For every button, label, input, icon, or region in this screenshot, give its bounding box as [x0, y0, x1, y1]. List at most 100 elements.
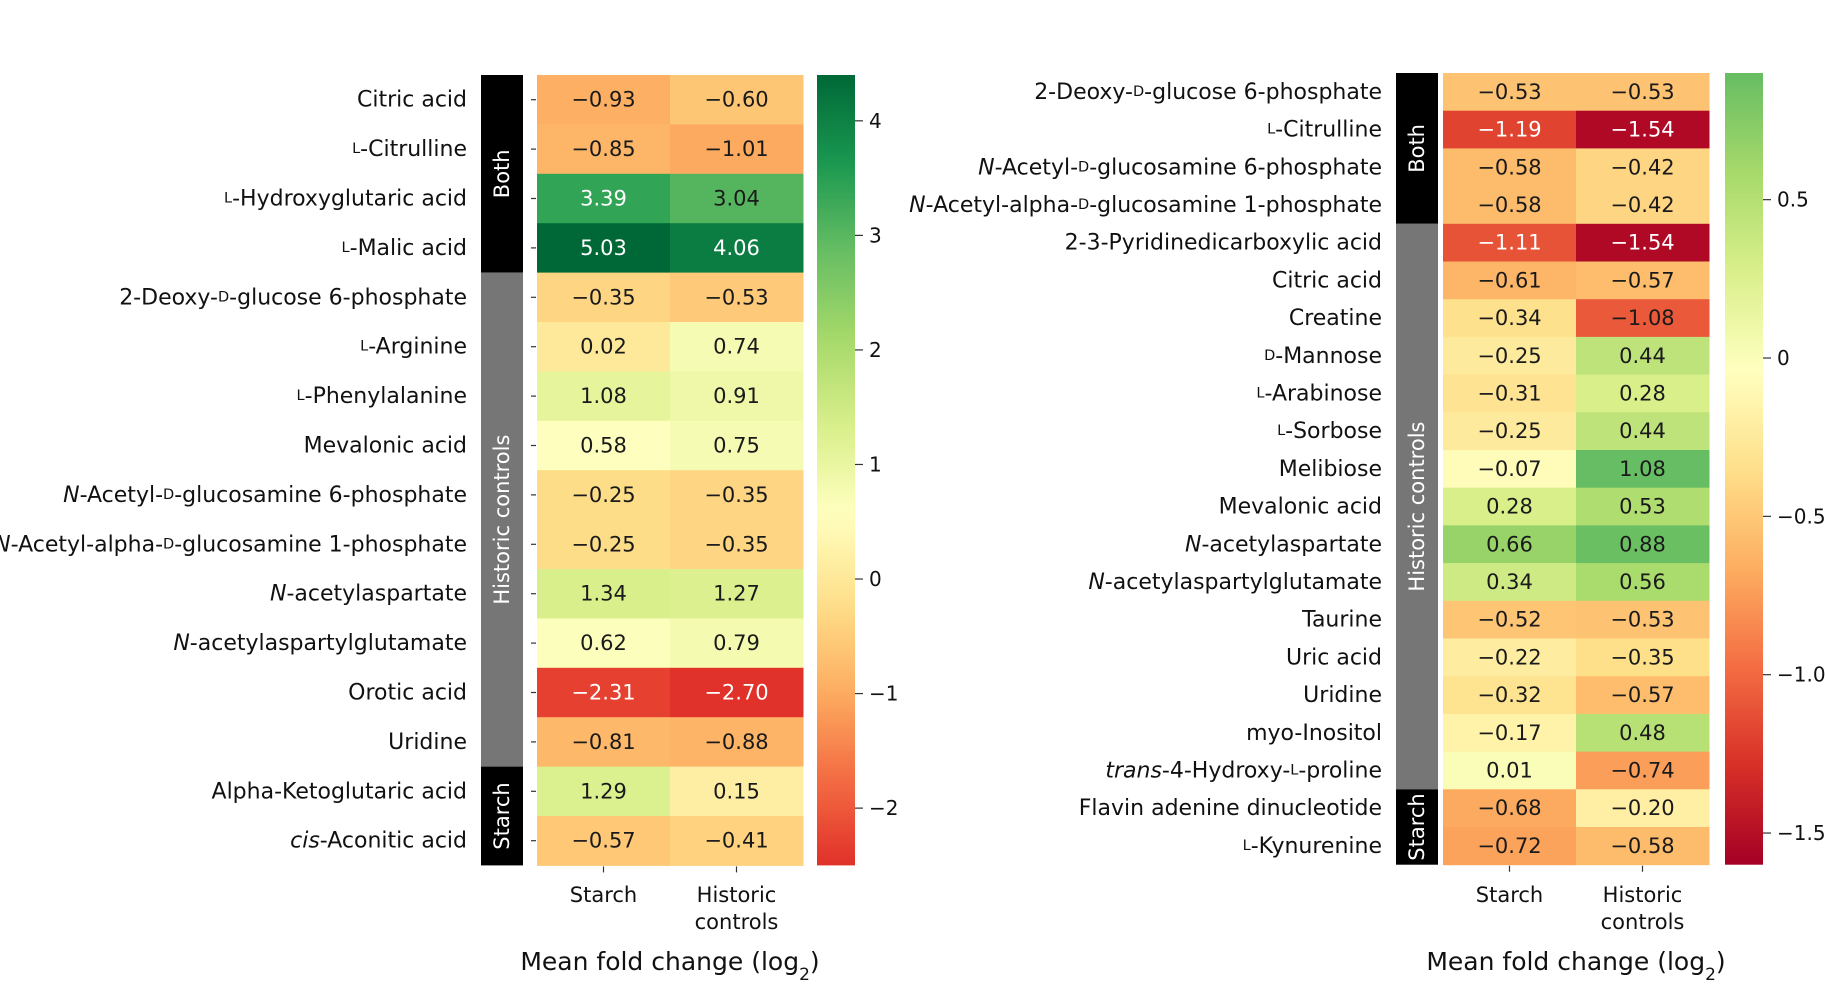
cell-value: 5.03: [580, 236, 627, 260]
heatmap-panel-right: Both Historic controls Starch 2-Deoxy-D-glu…: [909, 73, 1825, 985]
cell-value: 0.74: [713, 335, 760, 359]
row-label: Uric acid: [1286, 645, 1382, 670]
colorbar-tick-label: 2: [869, 338, 882, 362]
cell-value: −0.22: [1477, 645, 1541, 669]
heatmap-cell: [1443, 676, 1577, 715]
col-label: Historic controls: [695, 883, 779, 934]
group-label: Historic controls: [490, 435, 514, 605]
row-label: L-Sorbose: [1277, 419, 1382, 444]
cell-value: 0.79: [713, 631, 760, 655]
row-label: Flavin adenine dinucleotide: [1079, 796, 1382, 821]
cell-value: 0.02: [580, 335, 627, 359]
cell-value: −0.72: [1477, 834, 1541, 858]
heatmap-cell: [537, 569, 671, 619]
heatmap-cell: [1443, 148, 1577, 187]
cell-value: −0.52: [1477, 608, 1541, 632]
heatmap-cell: [537, 519, 671, 570]
cell-value: 0.28: [1619, 381, 1666, 405]
row-label: Uridine: [388, 729, 467, 754]
group-band-starch: [1396, 789, 1438, 865]
row-label: 2-3-Pyridinedicarboxylic acid: [1065, 230, 1382, 255]
heatmap-cell: [537, 420, 671, 471]
cell-value: −0.25: [571, 483, 635, 507]
heatmap-cell: [1576, 374, 1710, 413]
cell-value: −0.20: [1610, 796, 1674, 820]
heatmap-cell: [1443, 223, 1577, 262]
heatmap-cell: [1576, 600, 1710, 639]
heatmap-cell: [670, 766, 804, 817]
row-label: Melibiose: [1279, 456, 1382, 481]
row-label: Creatine: [1289, 306, 1382, 331]
heatmap-cell: [670, 272, 804, 323]
heatmap-cell: [1576, 450, 1710, 489]
x-axis-label: Mean fold change (log2): [1426, 947, 1725, 985]
cell-value: −0.57: [1610, 268, 1674, 292]
colorbar-tick-label: 0: [1777, 346, 1790, 370]
cell-value: −0.57: [1610, 683, 1674, 707]
colorbar-tick-label: 0: [869, 567, 882, 591]
heatmap-cell: [1576, 676, 1710, 715]
heatmap-cell: [1443, 374, 1577, 413]
cell-value: −0.41: [704, 829, 768, 853]
cell-value: −0.32: [1477, 683, 1541, 707]
cell-value: −0.35: [571, 285, 635, 309]
cell-value: 1.08: [1619, 457, 1666, 481]
row-label: Mevalonic acid: [304, 433, 467, 458]
heatmap-cell: [670, 223, 804, 274]
heatmap-cell: [1576, 299, 1710, 338]
cell-value: −0.34: [1477, 306, 1541, 330]
heatmap-cell: [1443, 827, 1577, 866]
heatmap-cell: [537, 766, 671, 817]
heatmap-cell: [537, 667, 671, 718]
group-band-starch: [481, 766, 523, 866]
cell-value: 3.39: [580, 187, 627, 211]
cell-value: −0.53: [1610, 80, 1674, 104]
row-label: L-Malic acid: [342, 235, 467, 260]
colorbar-tick-label: −0.5: [1777, 504, 1825, 528]
heatmap-cell: [537, 717, 671, 768]
row-label: myo-Inositol: [1246, 720, 1382, 745]
heatmap-cell: [1576, 148, 1710, 187]
heatmap-cell: [670, 519, 804, 570]
row-label: N-Acetyl-alpha-D-glucosamine 1-phosphate: [0, 532, 467, 557]
heatmap-cell: [670, 124, 804, 175]
heatmap-cell: [1443, 261, 1577, 300]
cell-value: −0.31: [1477, 381, 1541, 405]
heatmap-cell: [1443, 450, 1577, 489]
heatmap-cell: [1576, 73, 1710, 112]
row-label: Citric acid: [1272, 268, 1382, 293]
colorbar-tick-label: 4: [869, 109, 882, 133]
heatmap-cell: [1576, 336, 1710, 376]
cell-value: −0.35: [1610, 645, 1674, 669]
row-label: N-Acetyl-D-glucosamine 6-phosphate: [978, 155, 1382, 180]
row-label: N-Acetyl-alpha-D-glucosamine 1-phosphate: [909, 192, 1382, 217]
colorbar-tick-label: 1: [869, 452, 882, 476]
row-label: N-acetylaspartylglutamate: [1088, 569, 1382, 594]
heatmap-cell: [1576, 110, 1710, 149]
cell-value: −0.61: [1477, 268, 1541, 292]
cell-value: −0.25: [571, 532, 635, 556]
cell-value: −1.11: [1477, 231, 1541, 255]
cell-value: −0.25: [1477, 344, 1541, 368]
group-band-historic-controls: [481, 272, 523, 767]
heatmap-cell: [670, 470, 804, 521]
group-label: Both: [1405, 124, 1429, 173]
cell-value: 1.29: [580, 779, 627, 803]
heatmap-cell: [1443, 600, 1577, 639]
heatmap-cell: [1443, 186, 1577, 225]
heatmap-cell: [1576, 638, 1710, 677]
heatmap-cell: [537, 223, 671, 274]
heatmap-cell: [1443, 336, 1577, 376]
cell-value: 0.66: [1486, 532, 1533, 556]
cell-value: 4.06: [713, 236, 760, 260]
group-band-both: [1396, 73, 1438, 224]
cell-value: 0.15: [713, 779, 760, 803]
colorbar-tick-label: 0.5: [1777, 188, 1809, 212]
colorbar-tick-label: −1.0: [1777, 663, 1825, 687]
cell-value: 0.75: [713, 434, 760, 458]
heatmap-cell: [1576, 186, 1710, 225]
cell-value: −2.31: [571, 681, 635, 705]
row-label: Mevalonic acid: [1219, 494, 1382, 519]
heatmap-cell: [670, 75, 804, 125]
heatmap-cell: [537, 618, 671, 669]
